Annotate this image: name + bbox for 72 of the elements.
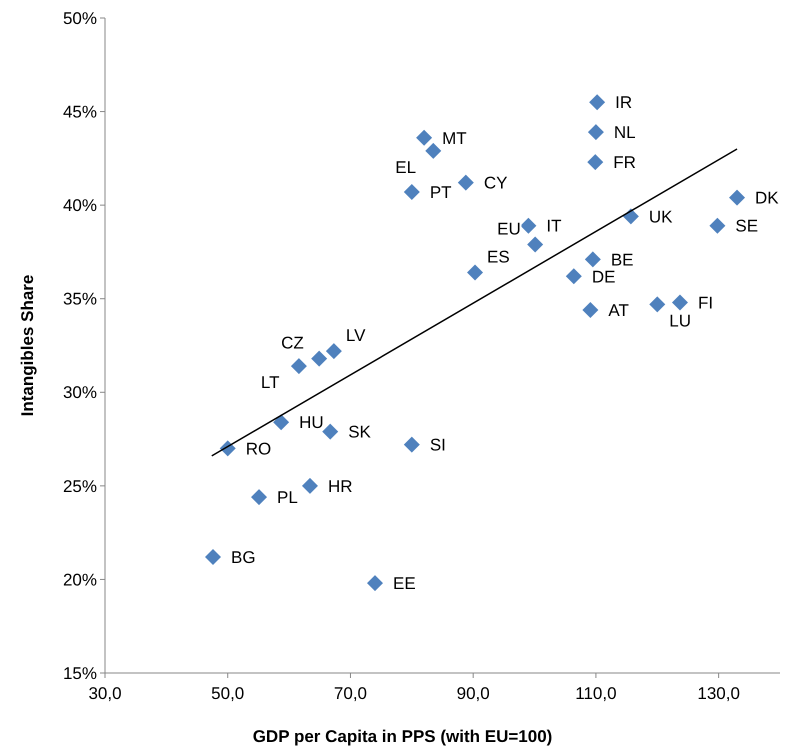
data-label: DK — [755, 188, 780, 208]
x-tick-label: 110,0 — [575, 684, 617, 703]
point — [458, 174, 474, 191]
data-label: BE — [610, 250, 634, 270]
data-label: IT — [546, 216, 562, 236]
point — [205, 548, 221, 565]
data-label: UK — [648, 207, 674, 226]
data-label: HU — [299, 413, 324, 432]
y-tick-label: 25% — [62, 476, 97, 496]
data-label: AT — [608, 300, 629, 320]
data-label: EU — [497, 219, 521, 238]
data-label: SK — [348, 422, 372, 442]
point — [416, 130, 432, 146]
y-tick-label: 50% — [62, 8, 97, 28]
x-tick-label: 70,0 — [334, 684, 367, 703]
data-label: BG — [231, 548, 256, 567]
data-label: RO — [246, 439, 272, 458]
data-label: FI — [698, 293, 714, 312]
point — [520, 218, 536, 234]
point — [566, 268, 582, 284]
y-tick-label: 30% — [62, 383, 97, 402]
point — [587, 154, 604, 170]
point — [672, 294, 688, 310]
data-label: DE — [592, 267, 616, 286]
point — [367, 575, 383, 592]
y-tick-label: 35% — [62, 290, 97, 309]
y-axis-title: Intangibles Share — [18, 274, 37, 416]
data-label: EE — [393, 574, 416, 594]
data-label: CZ — [281, 334, 304, 353]
point — [467, 264, 484, 281]
data-label: LT — [260, 373, 280, 392]
point — [302, 478, 318, 494]
point — [584, 251, 601, 268]
point — [251, 489, 268, 506]
point — [729, 190, 746, 206]
y-tick-label: 15% — [62, 664, 97, 683]
point — [582, 302, 598, 318]
point — [404, 184, 420, 200]
data-label: LV — [346, 326, 366, 346]
data-label: EL — [395, 158, 416, 177]
data-label: IR — [615, 93, 632, 112]
point — [588, 124, 604, 140]
point — [290, 358, 307, 374]
point — [709, 218, 726, 234]
y-tick-label: 20% — [62, 570, 97, 590]
point — [322, 424, 338, 440]
point — [425, 142, 442, 159]
x-tick-label: 130,0 — [697, 684, 740, 703]
data-label: ES — [487, 248, 510, 267]
point — [326, 343, 342, 360]
data-label: LU — [669, 311, 692, 330]
data-label: SE — [735, 216, 758, 236]
data-label: FR — [613, 153, 636, 172]
x-tick-label: 30,0 — [88, 684, 122, 703]
y-tick-label: 40% — [62, 196, 97, 216]
data-label: NL — [614, 123, 636, 142]
data-label: MT — [442, 128, 467, 148]
point — [527, 236, 544, 252]
point — [649, 296, 666, 312]
x-tick-label: 90,0 — [456, 684, 490, 703]
point — [311, 350, 328, 367]
x-tick-label: 50,0 — [211, 684, 244, 703]
data-label: PT — [430, 183, 452, 202]
y-tick-label: 45% — [62, 102, 97, 122]
point — [273, 414, 290, 430]
x-axis-title: GDP per Capita in PPS (with EU=100) — [252, 727, 552, 746]
data-label: PL — [277, 488, 298, 508]
point — [404, 436, 420, 453]
data-label: CY — [484, 174, 508, 193]
data-label: HR — [328, 476, 353, 496]
point — [589, 94, 606, 110]
data-label: SI — [430, 436, 446, 455]
